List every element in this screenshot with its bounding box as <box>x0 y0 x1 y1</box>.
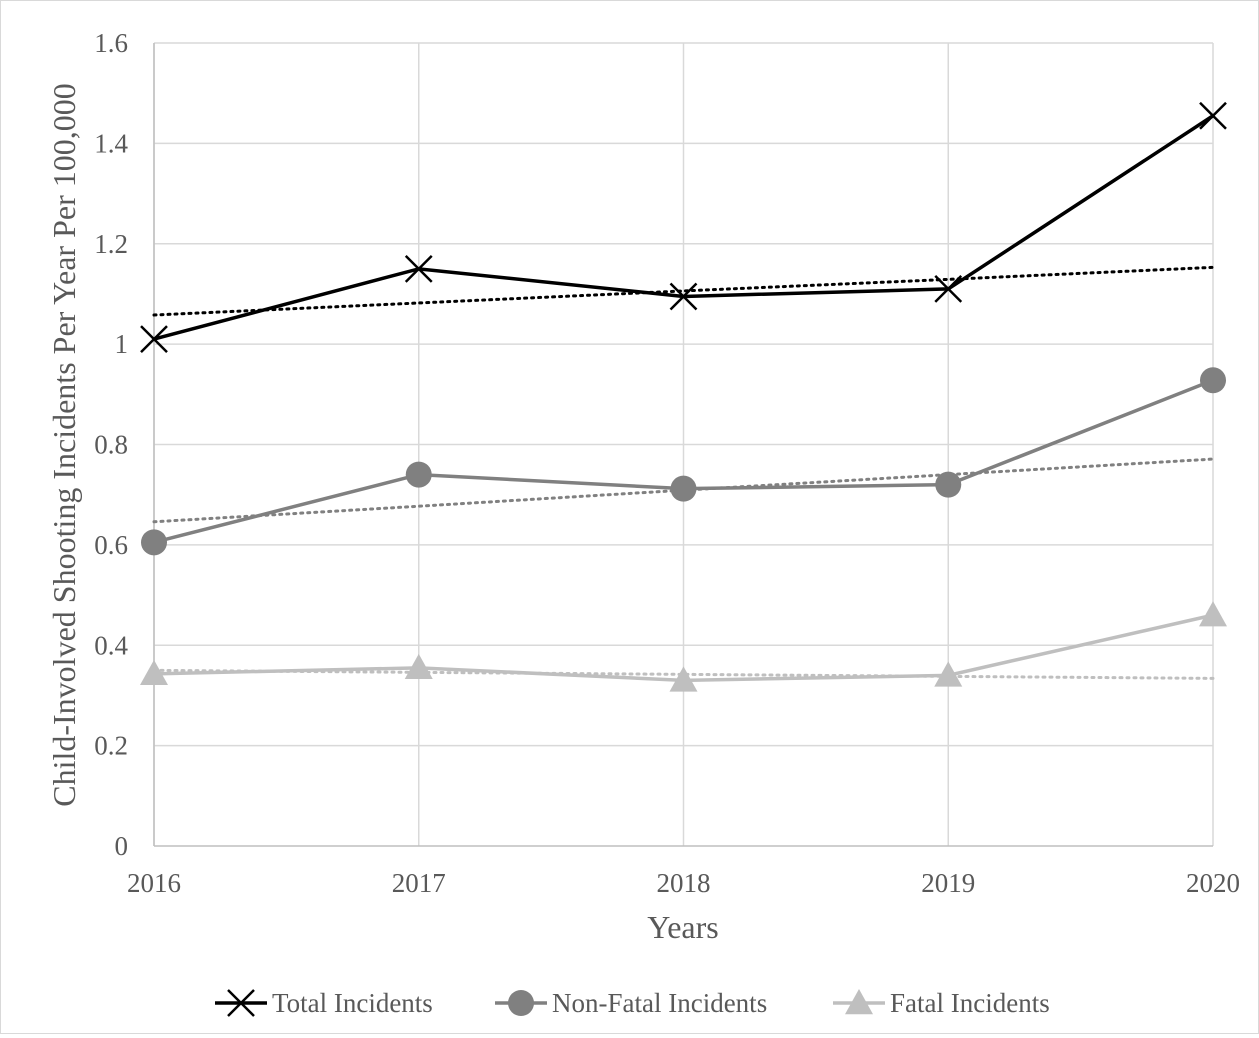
fatal-incidents-point <box>934 661 963 687</box>
total-incidents-point <box>404 254 433 283</box>
legend-label: Fatal Incidents <box>890 988 1050 1018</box>
x-tick-label: 2017 <box>392 868 446 898</box>
non-fatal-incidents-point <box>670 475 697 502</box>
fatal-incidents-point <box>669 666 698 692</box>
y-tick-label: 0 <box>115 831 129 861</box>
x-tick-label: 2019 <box>921 868 975 898</box>
total-incidents-point <box>669 282 698 311</box>
non-fatal-incidents-trendline <box>152 457 1215 524</box>
y-tick-label: 1 <box>115 329 129 359</box>
y-tick-label: 0.8 <box>94 430 128 460</box>
non-fatal-incidents-point <box>405 461 432 488</box>
legend-item-non-fatal-incidents: Non-Fatal Incidents <box>495 988 767 1018</box>
fatal-incidents-trendline <box>152 668 1215 680</box>
non-fatal-incidents-point <box>1200 367 1226 394</box>
legend-marker <box>845 989 873 1015</box>
y-tick-label: 0.6 <box>94 530 128 560</box>
legend-item-fatal-incidents: Fatal Incidents <box>833 988 1050 1018</box>
y-axis-title: Child-Involved Shooting Incidents Per Ye… <box>46 83 82 807</box>
fatal-incidents-point <box>1199 601 1227 627</box>
y-tick-label: 0.4 <box>94 630 128 660</box>
x-tick-label: 2016 <box>127 868 181 898</box>
gridlines <box>153 42 1214 846</box>
y-tick-label: 0.2 <box>94 731 128 761</box>
legend: Total Incidents Non-Fatal Incidents Fatal … <box>215 988 1050 1018</box>
legend-label: Total Incidents <box>272 988 433 1018</box>
non-fatal-incidents-point <box>935 471 962 498</box>
fatal-incidents-point <box>140 659 168 686</box>
legend-marker <box>508 990 534 1016</box>
x-tick-label: 2018 <box>657 868 711 898</box>
series-markers <box>140 101 1227 692</box>
y-tick-label: 1.4 <box>94 128 128 158</box>
trendlines <box>152 265 1215 680</box>
total-incidents-point <box>140 325 168 353</box>
fatal-incidents-point <box>404 653 433 680</box>
y-tick-label: 1.6 <box>94 28 128 58</box>
axes: 0 0.2 0.4 0.6 0.8 1 1.2 1.4 1.6 2016 2017 2018 2019 2… <box>94 28 1240 898</box>
non-fatal-incidents-point <box>141 529 167 556</box>
y-tick-label: 1.2 <box>94 229 128 259</box>
x-tick-label: 2020 <box>1186 868 1240 898</box>
total-incidents-point <box>1199 101 1227 130</box>
x-axis-title: Years <box>647 909 718 945</box>
legend-item-total-incidents: Total Incidents <box>215 988 433 1018</box>
total-incidents-point <box>934 275 963 303</box>
legend-marker <box>227 989 255 1017</box>
legend-label: Non-Fatal Incidents <box>552 988 767 1018</box>
total-incidents-trendline <box>152 265 1215 317</box>
